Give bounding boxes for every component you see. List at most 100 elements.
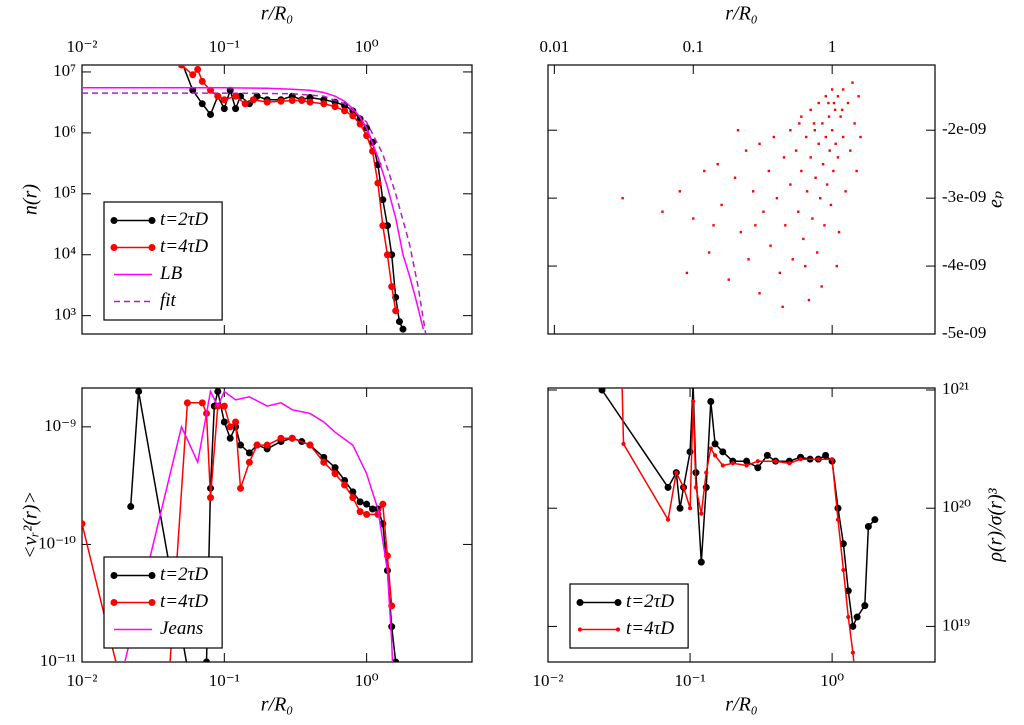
point	[855, 169, 858, 173]
point	[758, 142, 761, 145]
point	[844, 190, 847, 193]
x-axis-title: r/R₀	[725, 3, 758, 25]
x-tick-label: 10⁻²	[66, 671, 97, 690]
point	[794, 149, 798, 152]
series-line	[82, 92, 427, 334]
marker	[704, 470, 709, 475]
point	[833, 108, 837, 112]
marker	[849, 622, 857, 630]
point	[836, 156, 840, 159]
point	[784, 224, 787, 227]
marker	[183, 399, 191, 407]
point	[767, 169, 771, 173]
marker	[356, 498, 364, 506]
marker	[388, 623, 396, 631]
marker	[773, 459, 778, 464]
y-tick-label: 10²⁰	[942, 497, 971, 516]
marker	[277, 434, 285, 442]
marker	[198, 399, 206, 407]
y-tick-label: 10⁵	[53, 183, 76, 202]
point	[821, 122, 824, 125]
point	[762, 210, 765, 213]
marker	[871, 516, 879, 524]
marker	[220, 418, 228, 426]
point	[754, 224, 757, 227]
point	[830, 129, 834, 132]
point	[712, 224, 715, 227]
marker	[674, 470, 679, 475]
marker	[363, 510, 371, 518]
point	[798, 122, 801, 125]
marker	[379, 222, 387, 230]
legend-label: LB	[159, 263, 183, 284]
point	[782, 156, 786, 159]
marker	[395, 318, 403, 326]
point	[841, 88, 845, 91]
point	[685, 271, 689, 275]
marker	[110, 244, 118, 251]
x-tick-label: 10⁰	[820, 671, 844, 690]
point	[703, 169, 706, 173]
y-tick-label: 10⁻¹¹	[40, 651, 76, 670]
point	[827, 115, 831, 118]
marker	[744, 463, 749, 468]
marker	[743, 457, 751, 465]
panel: 10⁻² 10⁻¹ 10⁰10³10⁴10⁵10⁶10⁷r/R₀n(r)t=2τDt…	[20, 3, 473, 335]
legend-label: t=2τD	[626, 591, 674, 612]
y-tick-label: 10²¹	[942, 379, 969, 398]
marker	[834, 504, 842, 512]
legend-label: fit	[160, 290, 177, 311]
point	[781, 305, 784, 309]
marker	[226, 423, 234, 431]
marker	[82, 520, 86, 528]
marker	[665, 517, 671, 522]
plot-area	[82, 65, 427, 334]
marker	[864, 523, 872, 531]
point	[853, 122, 856, 125]
y-axis-title: n(r)	[20, 184, 42, 215]
marker	[676, 504, 684, 512]
legend-frame	[103, 201, 223, 321]
marker	[190, 694, 196, 700]
marker	[835, 517, 841, 522]
point	[849, 149, 852, 152]
marker	[306, 441, 314, 449]
legend: t=2τD t=4τD	[569, 583, 689, 649]
point	[828, 149, 831, 152]
series-line	[82, 402, 393, 662]
marker	[841, 567, 846, 573]
marker	[681, 485, 686, 490]
plot-frame	[547, 64, 936, 335]
marker	[853, 672, 856, 675]
point	[809, 156, 812, 159]
marker	[331, 103, 339, 111]
point	[678, 190, 681, 193]
x-axis-title: r/R₀	[261, 3, 294, 25]
marker	[232, 92, 240, 100]
point	[841, 135, 845, 139]
y-axis-title: <vᵣ²(r)>	[20, 491, 42, 559]
point	[835, 264, 839, 268]
point	[789, 183, 792, 186]
point	[775, 196, 779, 200]
marker	[207, 494, 215, 502]
marker	[232, 418, 240, 426]
marker	[816, 457, 821, 462]
point	[859, 135, 862, 139]
y-tick-label: 10³	[54, 305, 76, 324]
marker	[620, 368, 623, 371]
marker	[664, 483, 672, 491]
y-tick-label: 10⁶	[53, 122, 76, 141]
marker	[331, 470, 339, 478]
panel: 10⁻² 10⁻¹ 10⁰ 10¹⁹ 10²⁰ 10²¹ r/R₀ ρ(r)/σ(r)³ t=2…	[532, 368, 1006, 716]
marker	[341, 481, 349, 489]
marker	[220, 105, 228, 113]
marker	[110, 572, 118, 579]
point	[818, 196, 822, 200]
marker	[148, 572, 156, 579]
legend-label: t=4τD	[160, 591, 208, 612]
marker	[615, 627, 621, 632]
point	[791, 258, 794, 261]
point	[739, 230, 743, 234]
x-tick-label: 10⁻²	[66, 37, 97, 56]
